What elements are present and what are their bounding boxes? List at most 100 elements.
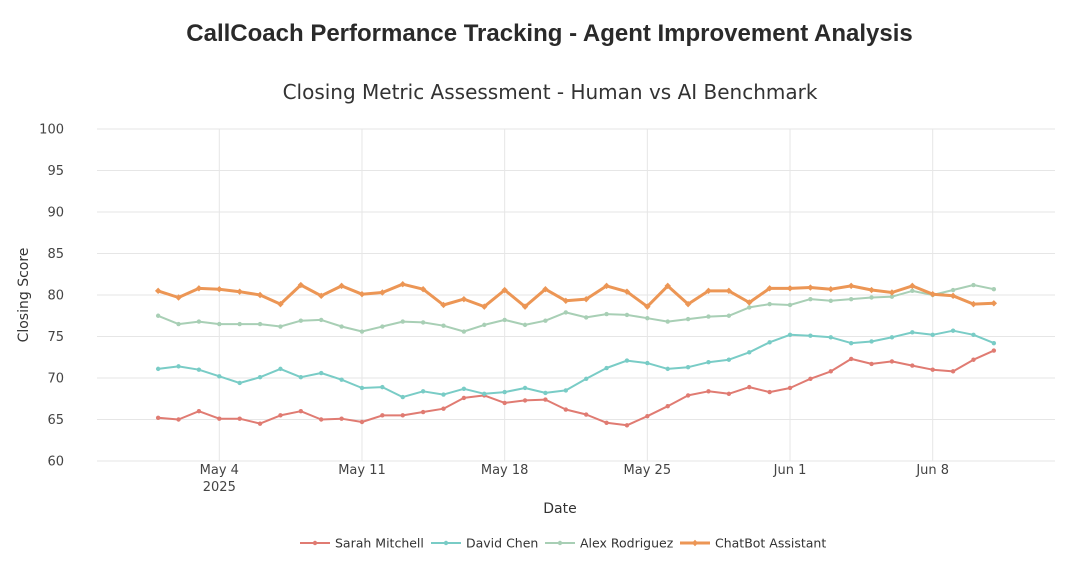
- data-point[interactable]: [991, 286, 997, 292]
- data-point[interactable]: [298, 318, 304, 323]
- data-point[interactable]: [665, 404, 670, 409]
- data-point[interactable]: [869, 361, 874, 367]
- data-point[interactable]: [624, 358, 630, 363]
- data-point[interactable]: [440, 301, 447, 309]
- legend-item[interactable]: David Chen: [431, 536, 538, 551]
- data-point[interactable]: [237, 380, 242, 386]
- data-point[interactable]: [869, 339, 874, 344]
- data-point[interactable]: [339, 324, 344, 329]
- data-point[interactable]: [359, 329, 365, 334]
- data-point[interactable]: [624, 423, 630, 428]
- data-point[interactable]: [889, 335, 895, 340]
- data-point[interactable]: [786, 285, 794, 292]
- data-point[interactable]: [665, 319, 670, 324]
- data-point[interactable]: [298, 409, 304, 414]
- data-point[interactable]: [991, 340, 997, 346]
- data-point[interactable]: [176, 321, 181, 327]
- data-point[interactable]: [176, 417, 181, 422]
- data-point[interactable]: [848, 356, 854, 362]
- data-point[interactable]: [155, 415, 161, 421]
- data-point[interactable]: [563, 407, 569, 412]
- data-point[interactable]: [583, 315, 589, 320]
- data-point[interactable]: [543, 390, 548, 396]
- data-point[interactable]: [319, 370, 324, 376]
- data-point[interactable]: [257, 421, 263, 426]
- data-point[interactable]: [787, 332, 793, 338]
- data-point[interactable]: [420, 389, 426, 394]
- legend-item[interactable]: Alex Rodriguez: [545, 536, 674, 551]
- data-point[interactable]: [990, 300, 998, 307]
- data-point[interactable]: [909, 282, 916, 290]
- data-point[interactable]: [155, 366, 161, 372]
- data-point[interactable]: [502, 389, 507, 395]
- data-point[interactable]: [400, 319, 405, 324]
- data-point[interactable]: [359, 419, 365, 425]
- data-point[interactable]: [583, 376, 589, 382]
- data-point[interactable]: [583, 412, 589, 417]
- data-point[interactable]: [400, 413, 405, 418]
- data-point[interactable]: [460, 295, 468, 303]
- data-point[interactable]: [767, 389, 772, 395]
- data-point[interactable]: [319, 317, 324, 323]
- data-point[interactable]: [828, 369, 833, 374]
- data-point[interactable]: [278, 413, 283, 418]
- data-point[interactable]: [256, 291, 264, 299]
- data-point[interactable]: [338, 282, 345, 290]
- legend-item[interactable]: Sarah Mitchell: [300, 536, 424, 551]
- data-point[interactable]: [726, 391, 732, 396]
- data-point[interactable]: [910, 330, 915, 335]
- data-point[interactable]: [154, 287, 162, 295]
- data-point[interactable]: [297, 281, 305, 289]
- data-point[interactable]: [502, 400, 507, 406]
- data-point[interactable]: [319, 417, 324, 422]
- data-point[interactable]: [991, 348, 997, 353]
- data-point[interactable]: [237, 416, 242, 421]
- data-point[interactable]: [420, 320, 426, 325]
- data-point[interactable]: [155, 313, 161, 318]
- data-point[interactable]: [889, 294, 895, 299]
- data-point[interactable]: [196, 367, 202, 372]
- data-point[interactable]: [543, 318, 548, 323]
- data-point[interactable]: [237, 321, 242, 327]
- data-point[interactable]: [542, 285, 549, 293]
- data-point[interactable]: [501, 286, 508, 294]
- data-point[interactable]: [400, 394, 405, 400]
- data-point[interactable]: [521, 303, 529, 310]
- data-point[interactable]: [929, 290, 936, 298]
- data-point[interactable]: [217, 416, 222, 421]
- data-point[interactable]: [441, 406, 446, 411]
- data-point[interactable]: [257, 374, 263, 380]
- data-point[interactable]: [910, 288, 915, 294]
- data-point[interactable]: [746, 299, 753, 306]
- data-point[interactable]: [706, 360, 711, 365]
- data-point[interactable]: [441, 392, 446, 397]
- data-point[interactable]: [359, 385, 365, 391]
- data-point[interactable]: [787, 302, 793, 308]
- data-point[interactable]: [380, 384, 385, 390]
- data-point[interactable]: [869, 295, 874, 300]
- data-point[interactable]: [482, 322, 487, 328]
- data-point[interactable]: [502, 317, 507, 323]
- data-point[interactable]: [828, 335, 833, 340]
- data-point[interactable]: [419, 285, 427, 293]
- data-point[interactable]: [808, 376, 813, 382]
- data-point[interactable]: [971, 357, 976, 362]
- data-point[interactable]: [725, 287, 733, 295]
- data-point[interactable]: [196, 319, 202, 324]
- data-point[interactable]: [278, 324, 283, 329]
- data-point[interactable]: [420, 409, 426, 415]
- data-point[interactable]: [766, 285, 773, 292]
- data-point[interactable]: [217, 321, 222, 327]
- data-point[interactable]: [562, 297, 570, 305]
- data-point[interactable]: [705, 287, 712, 295]
- data-point[interactable]: [175, 294, 182, 301]
- data-point[interactable]: [481, 303, 488, 310]
- data-point[interactable]: [684, 300, 692, 308]
- data-point[interactable]: [645, 316, 650, 321]
- data-point[interactable]: [339, 416, 344, 421]
- data-point[interactable]: [868, 286, 875, 294]
- data-point[interactable]: [277, 300, 284, 308]
- data-point[interactable]: [482, 391, 487, 396]
- data-point[interactable]: [910, 363, 915, 368]
- data-point[interactable]: [298, 374, 304, 380]
